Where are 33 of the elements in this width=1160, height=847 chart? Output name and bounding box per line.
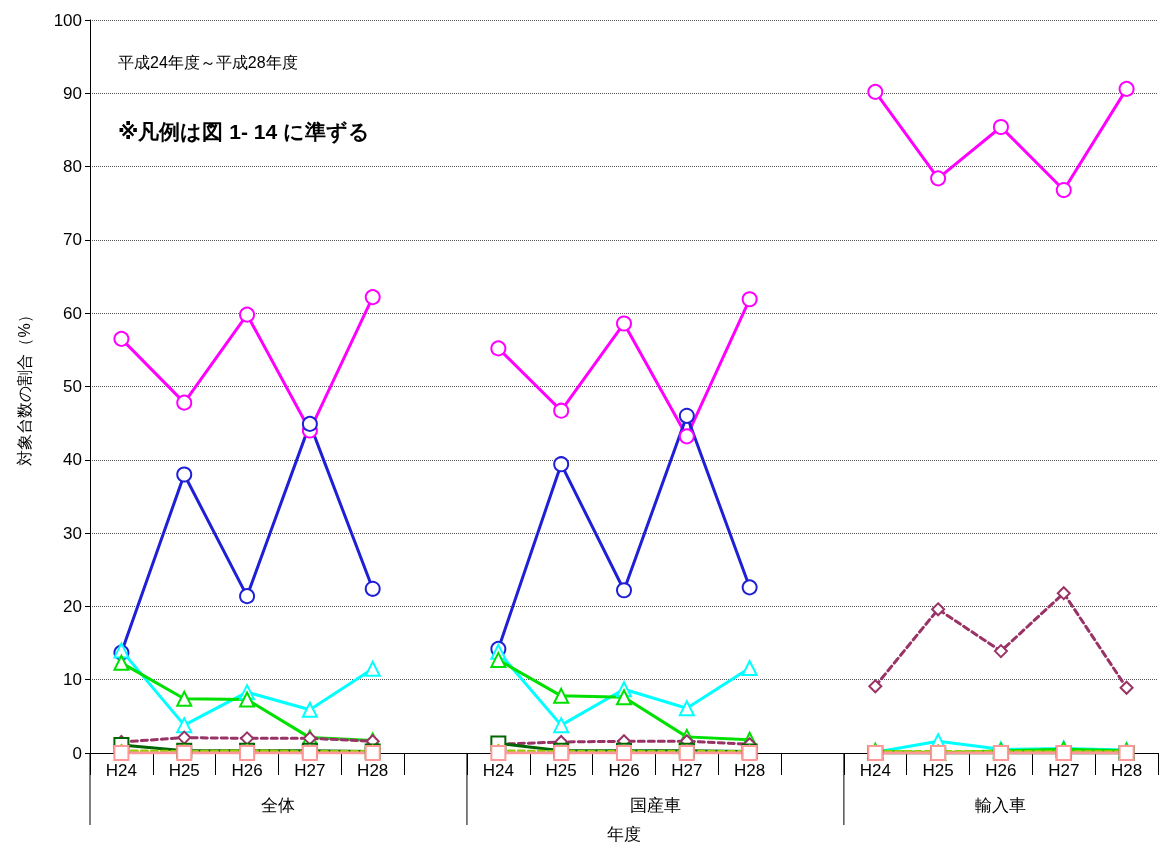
x-tick-label: H24 bbox=[105, 761, 138, 780]
x-tick-label: H25 bbox=[545, 761, 577, 780]
x-tick-label: H25 bbox=[922, 761, 954, 780]
y-tick-label: 100 bbox=[53, 10, 82, 30]
annotation: 平成24年度～平成28年度 bbox=[118, 53, 298, 71]
x-tick-label: H24 bbox=[482, 761, 514, 780]
text: 国産車 bbox=[629, 795, 681, 815]
text: 輸入車 bbox=[975, 795, 1027, 815]
y-tick-label: 90 bbox=[63, 83, 82, 103]
y-tick-label: 60 bbox=[63, 303, 82, 323]
y-tick-label: 10 bbox=[63, 670, 82, 690]
annotation: ※凡例は図 1- 14 に準ずる bbox=[118, 119, 370, 144]
x-tick-label: H25 bbox=[168, 761, 200, 780]
y-tick-label: 20 bbox=[63, 596, 82, 616]
y-tick-label: 40 bbox=[63, 450, 82, 470]
x-tick-label: H26 bbox=[985, 761, 1017, 780]
x-tick-label: H26 bbox=[608, 761, 640, 780]
text: 全体 bbox=[261, 795, 296, 815]
x-axis-title: 年度 bbox=[607, 824, 641, 844]
x-tick-label: H26 bbox=[231, 761, 263, 780]
y-tick-label: 50 bbox=[63, 377, 82, 396]
x-tick-label: H28 bbox=[1110, 761, 1143, 780]
y-tick-label: 0 bbox=[72, 743, 82, 763]
y-tick-label: 80 bbox=[63, 157, 82, 177]
y-tick-label: 70 bbox=[63, 230, 82, 250]
x-tick-label: H27 bbox=[1048, 761, 1080, 780]
x-tick-label: H24 bbox=[859, 761, 891, 780]
y-axis-title: 対象台数の割合（%） bbox=[15, 307, 33, 466]
x-tick-label: H28 bbox=[734, 761, 766, 780]
x-tick-label: H27 bbox=[671, 761, 703, 780]
x-tick-label: H27 bbox=[294, 761, 326, 780]
x-tick-label: H28 bbox=[357, 761, 389, 780]
y-tick-label: 30 bbox=[63, 523, 82, 543]
